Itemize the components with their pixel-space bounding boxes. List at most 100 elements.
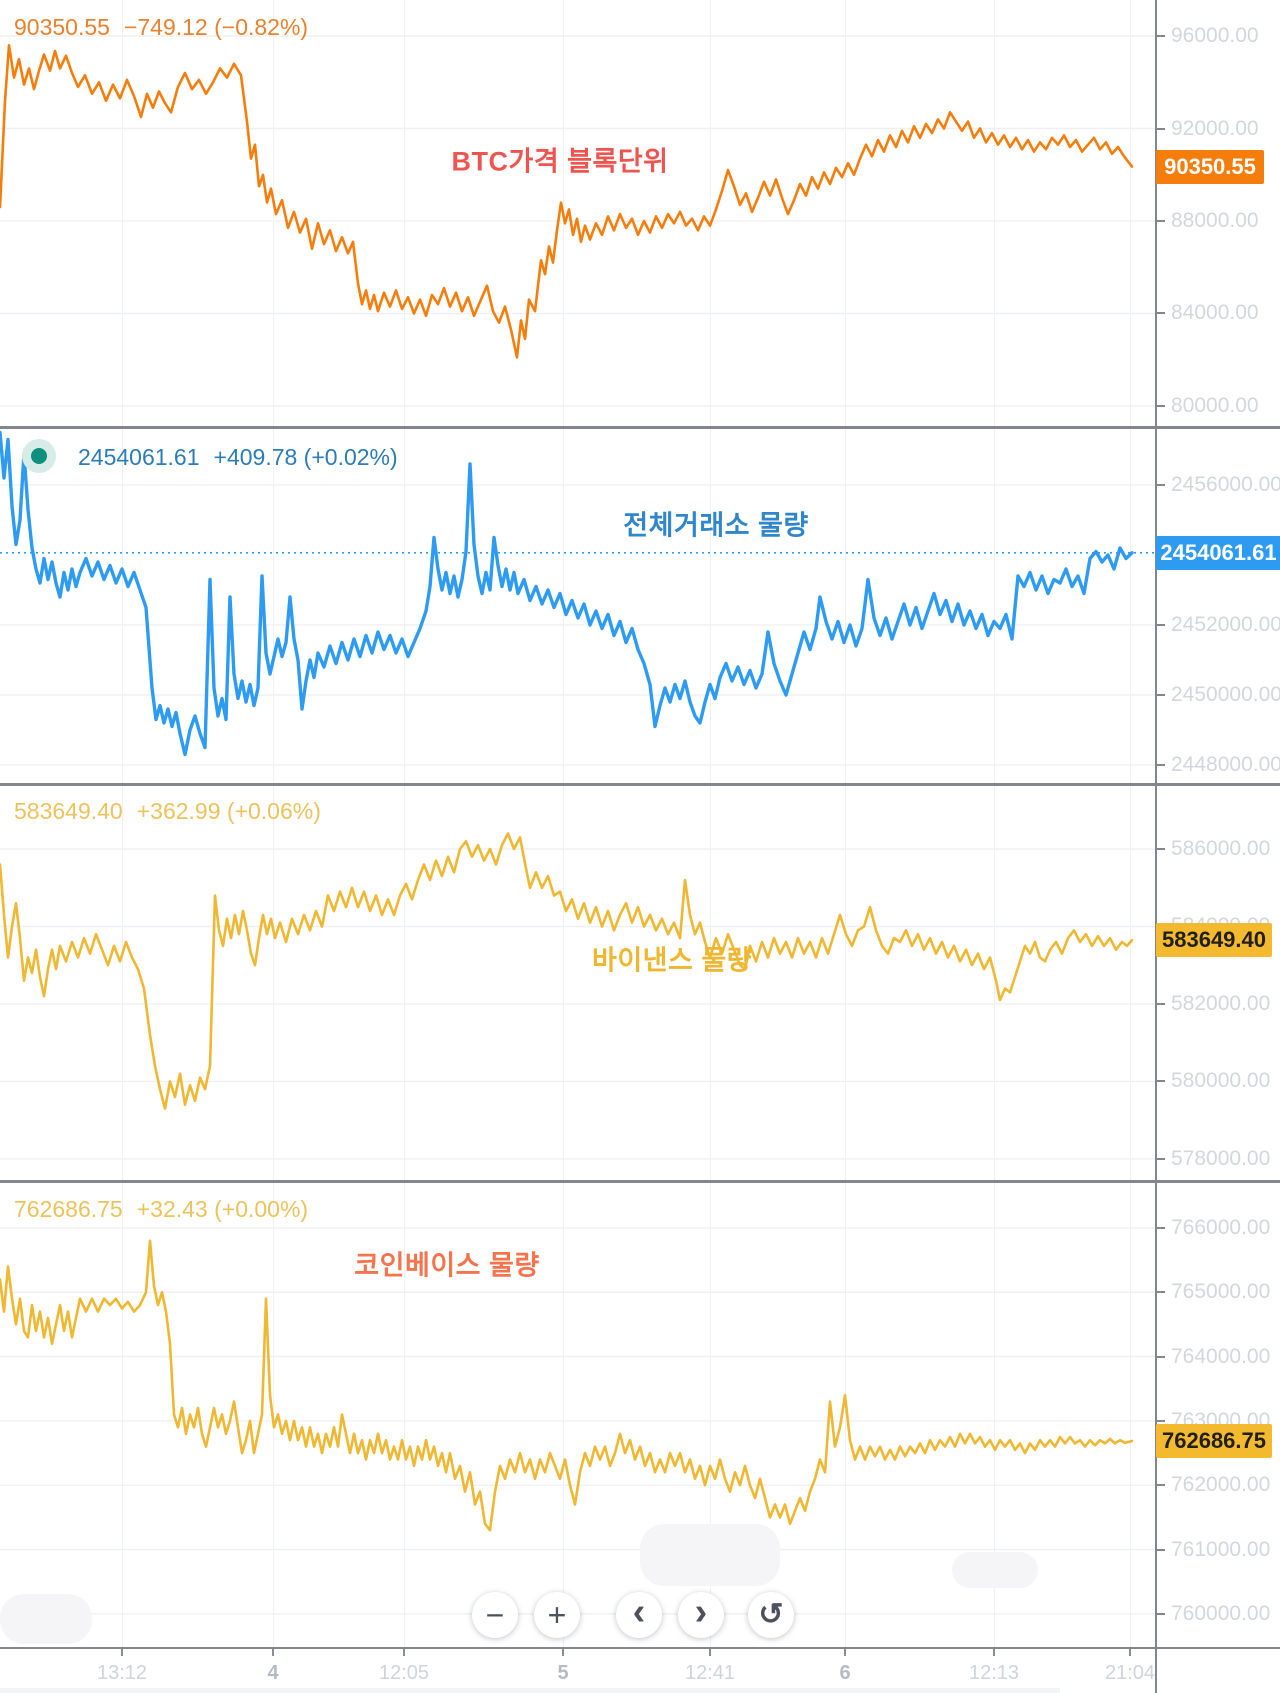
legend-change-value: +409.78 (+0.02%) bbox=[213, 444, 398, 470]
price-tick-label: 578000.00 bbox=[1171, 1146, 1271, 1170]
time-tick-label: 13:12 bbox=[96, 1662, 148, 1684]
price-tick-mark bbox=[1156, 1226, 1165, 1229]
binance-volume-price-badge: 583649.40 bbox=[1156, 923, 1272, 958]
minus-icon: − bbox=[485, 1597, 505, 1633]
plus-icon: + bbox=[547, 1597, 567, 1633]
vertical-gridline bbox=[710, 0, 711, 1647]
price-tick-label: 92000.00 bbox=[1171, 116, 1259, 140]
series-marker-dot bbox=[22, 439, 56, 473]
price-tick-mark bbox=[1156, 1002, 1165, 1005]
vertical-gridline bbox=[1130, 0, 1131, 1647]
btc-price-chart bbox=[0, 35, 1155, 407]
price-tick-label: 762000.00 bbox=[1171, 1473, 1271, 1497]
watermark-blob bbox=[952, 1552, 1038, 1588]
vertical-gridline bbox=[122, 0, 123, 1647]
price-tick-mark bbox=[1156, 763, 1165, 766]
legend-price-value: 90350.55 bbox=[14, 14, 110, 40]
price-tick-mark bbox=[1156, 1548, 1165, 1551]
panel-divider[interactable] bbox=[0, 1180, 1280, 1183]
zoom-in-button[interactable]: + bbox=[534, 1592, 580, 1638]
price-tick-label: 2452000.00 bbox=[1171, 612, 1280, 636]
price-tick-label: 580000.00 bbox=[1171, 1069, 1271, 1093]
time-tick-label: 21:04 bbox=[1104, 1662, 1156, 1684]
price-tick-label: 84000.00 bbox=[1171, 301, 1259, 325]
coinbase-volume-price-badge: 762686.75 bbox=[1156, 1424, 1272, 1459]
price-tick-label: 2456000.00 bbox=[1171, 472, 1280, 496]
binance-volume-chart bbox=[0, 832, 1155, 1160]
price-tick-mark bbox=[1156, 848, 1165, 850]
panel-divider[interactable] bbox=[0, 426, 1280, 429]
price-tick-mark bbox=[1156, 312, 1165, 315]
price-tick-mark bbox=[1156, 1080, 1165, 1083]
price-tick-mark bbox=[1156, 220, 1165, 222]
vertical-gridline bbox=[273, 0, 274, 1647]
legend-price-value: 762686.75 bbox=[14, 1196, 123, 1222]
price-tick-mark bbox=[1156, 1355, 1165, 1358]
zoom-out-button[interactable]: − bbox=[472, 1592, 518, 1638]
legend-coinbase-volume: 762686.75 +32.43 (+0.00%) bbox=[14, 1196, 308, 1223]
legend-change-value: +32.43 (+0.00%) bbox=[136, 1196, 309, 1222]
time-tick-mark bbox=[1129, 1649, 1131, 1656]
time-tick-label: 5 bbox=[557, 1662, 569, 1684]
series-annotation-coinbase: 코인베이스 물량 bbox=[354, 1250, 540, 1281]
time-tick-mark bbox=[403, 1649, 405, 1656]
price-tick-label: 761000.00 bbox=[1171, 1537, 1271, 1561]
time-tick-label: 4 bbox=[267, 1662, 279, 1684]
price-tick-mark bbox=[1156, 693, 1165, 696]
chevron-right-icon: › bbox=[694, 1591, 708, 1633]
reset-view-button[interactable]: ↺ bbox=[748, 1592, 794, 1638]
legend-binance-volume: 583649.40 +362.99 (+0.06%) bbox=[14, 798, 321, 825]
panel-total-exchange-volume[interactable]: 2454061.61 +409.78 (+0.02%) bbox=[0, 428, 1155, 782]
price-tick-label: 765000.00 bbox=[1171, 1280, 1271, 1304]
legend-btc-price: 90350.55 −749.12 (−0.82%) bbox=[14, 14, 308, 41]
price-tick-label: 586000.00 bbox=[1171, 837, 1271, 860]
total-exchange-volume-price-badge: 2454061.61 bbox=[1156, 535, 1280, 570]
price-tick-label: 766000.00 bbox=[1171, 1215, 1271, 1239]
time-tick-label: 12:13 bbox=[968, 1662, 1020, 1684]
panel-binance-volume[interactable]: 583649.40 +362.99 (+0.06%) bbox=[0, 785, 1155, 1180]
vertical-gridline bbox=[845, 0, 846, 1647]
coinbase-volume-chart bbox=[0, 1227, 1155, 1615]
vertical-gridline bbox=[563, 0, 564, 1647]
time-tick-mark bbox=[562, 1649, 564, 1656]
watermark-blob bbox=[640, 1524, 780, 1586]
btc-price-price-badge: 90350.55 bbox=[1156, 149, 1264, 184]
price-tick-mark bbox=[1156, 1157, 1165, 1160]
panel-divider[interactable] bbox=[0, 783, 1280, 786]
time-tick-mark bbox=[993, 1649, 995, 1656]
time-tick-mark bbox=[121, 1649, 123, 1656]
vertical-gridline bbox=[994, 0, 995, 1647]
legend-price-value: 583649.40 bbox=[14, 798, 123, 824]
series-marker-dot-core bbox=[31, 448, 47, 464]
time-tick-label: 12:05 bbox=[378, 1662, 430, 1684]
price-tick-label: 2450000.00 bbox=[1171, 682, 1280, 706]
price-tick-mark bbox=[1156, 623, 1165, 626]
price-tick-mark bbox=[1156, 127, 1165, 130]
time-axis[interactable]: 13:12 4 12:05 5 12:41 6 12:13 21:04 bbox=[0, 1647, 1280, 1693]
scroll-left-button[interactable]: ‹ bbox=[616, 1592, 662, 1638]
price-tick-label: 582000.00 bbox=[1171, 991, 1271, 1015]
price-tick-label: 760000.00 bbox=[1171, 1601, 1271, 1625]
legend-change-value: +362.99 (+0.06%) bbox=[136, 798, 321, 824]
price-tick-label: 2448000.00 bbox=[1171, 752, 1280, 776]
time-tick-label: 6 bbox=[839, 1662, 851, 1684]
time-tick-mark bbox=[844, 1649, 846, 1656]
price-scale[interactable]: 96000.00 92000.00 88000.00 84000.00 80000.00… bbox=[1155, 0, 1280, 1647]
price-tick-mark bbox=[1156, 1484, 1165, 1487]
scroll-right-button[interactable]: › bbox=[678, 1592, 724, 1638]
price-tick-label: 96000.00 bbox=[1171, 24, 1259, 47]
legend-change-value: −749.12 (−0.82%) bbox=[123, 14, 309, 40]
price-tick-label: 764000.00 bbox=[1171, 1344, 1271, 1368]
watermark-blob bbox=[0, 1594, 92, 1644]
panel-coinbase-volume[interactable]: 762686.75 +32.43 (+0.00%) bbox=[0, 1182, 1155, 1647]
total-exchange-volume-chart bbox=[0, 430, 1155, 766]
panel-btc-price[interactable]: 90350.55 −749.12 (−0.82%) bbox=[0, 0, 1155, 426]
price-tick-label: 80000.00 bbox=[1171, 393, 1259, 417]
time-tick-mark bbox=[709, 1649, 711, 1656]
time-tick-mark bbox=[272, 1649, 274, 1656]
price-tick-label: 88000.00 bbox=[1171, 209, 1259, 232]
price-tick-mark bbox=[1156, 1612, 1165, 1615]
series-annotation-btc: BTC가격 블록단위 bbox=[451, 146, 669, 177]
series-annotation-total-exchange: 전체거래소 물량 bbox=[623, 510, 809, 541]
